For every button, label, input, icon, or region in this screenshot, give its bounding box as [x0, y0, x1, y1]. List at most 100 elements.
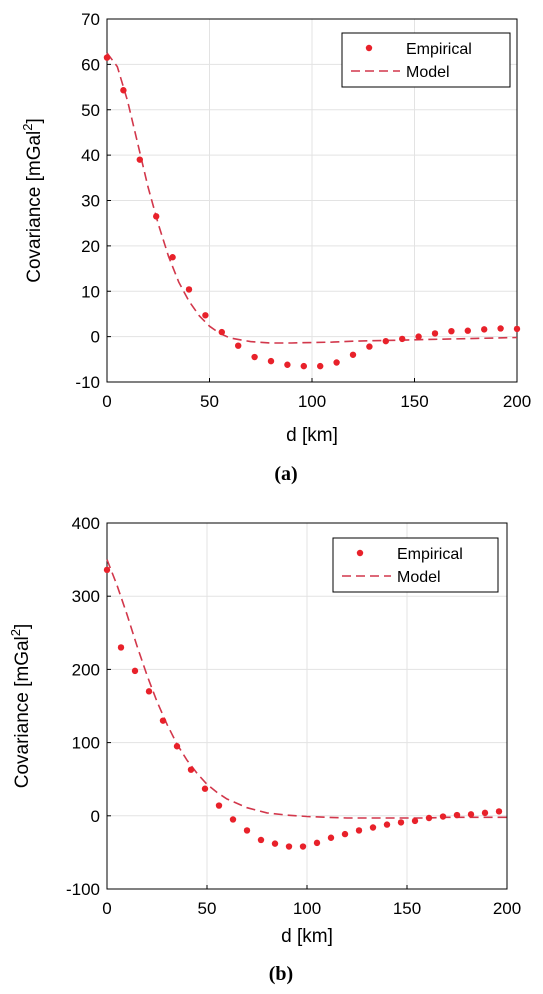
y-tick-label: 60 [81, 55, 100, 74]
empirical-point [299, 843, 307, 850]
empirical-point [215, 802, 223, 809]
empirical-point [425, 814, 433, 822]
empirical-point [145, 688, 153, 695]
empirical-point [439, 813, 447, 820]
empirical-point [481, 326, 488, 333]
empirical-point [267, 357, 275, 365]
empirical-point [333, 359, 340, 366]
empirical-point [467, 811, 475, 818]
empirical-point [383, 821, 391, 828]
empirical-point [513, 325, 521, 333]
y-tick-label: 70 [81, 10, 100, 29]
x-tick-label: 150 [400, 392, 428, 411]
model-curve [106, 559, 507, 819]
x-tick-label: 0 [102, 392, 111, 411]
y-axis-label: Covariance [mGal2] [20, 118, 45, 283]
empirical-point [382, 337, 389, 345]
empirical-point [411, 817, 419, 825]
y-axis-label: Covariance [mGal2] [8, 624, 33, 789]
empirical-point [185, 286, 193, 293]
y-tick-label: 300 [72, 587, 100, 606]
empirical-point [120, 87, 127, 94]
model-curve [106, 52, 518, 344]
x-tick-label: 50 [198, 899, 217, 918]
empirical-point [415, 333, 422, 340]
empirical-point [448, 327, 455, 335]
y-tick-label: 30 [81, 192, 100, 211]
empirical-point [169, 254, 176, 261]
y-tick-label: 400 [72, 514, 100, 533]
empirical-point [257, 836, 265, 844]
x-axis-label: d [km] [281, 926, 333, 947]
empirical-point [131, 667, 139, 675]
empirical-point [464, 327, 471, 334]
empirical-point [229, 816, 237, 823]
legend-model-label: Model [406, 64, 450, 81]
empirical-point [285, 843, 293, 850]
y-axis-label-superscript: 2 [20, 123, 35, 130]
y-tick-label: 0 [91, 328, 100, 347]
empirical-point [397, 819, 405, 826]
x-tick-label: 150 [393, 899, 421, 918]
x-tick-label: 0 [102, 899, 111, 918]
empirical-point [251, 353, 258, 361]
empirical-point [366, 343, 373, 350]
x-tick-label: 100 [298, 392, 326, 411]
legend-empirical-label: Empirical [397, 546, 463, 563]
legend-model-label: Model [397, 569, 441, 586]
y-tick-label: 50 [81, 101, 100, 120]
y-tick-label: 200 [72, 660, 100, 679]
x-axis-label: d [km] [286, 425, 338, 446]
empirical-point [349, 351, 357, 358]
x-tick-label: 50 [200, 392, 219, 411]
y-tick-label: 40 [81, 146, 100, 165]
empirical-point [497, 325, 504, 332]
empirical-point [202, 312, 209, 319]
empirical-point [173, 743, 181, 750]
panel-caption: (a) [274, 463, 297, 485]
y-tick-label: 0 [91, 807, 100, 826]
empirical-point [313, 839, 321, 847]
empirical-point [201, 785, 209, 792]
empirical-point [399, 335, 406, 343]
legend-box [332, 537, 499, 593]
x-tick-label: 200 [493, 899, 521, 918]
legend-empirical-label: Empirical [406, 41, 472, 58]
empirical-point [243, 827, 251, 834]
empirical-point [481, 809, 489, 817]
empirical-point [271, 840, 279, 847]
empirical-point [159, 717, 167, 724]
legend-empirical-marker [356, 549, 364, 557]
legend-empirical-marker [365, 44, 373, 52]
y-tick-label: 10 [81, 282, 100, 301]
empirical-point [317, 362, 324, 370]
panel-caption: (b) [269, 963, 293, 985]
y-tick-label: -10 [75, 373, 100, 392]
x-tick-label: 100 [293, 899, 321, 918]
empirical-point [341, 830, 349, 838]
empirical-point [117, 644, 125, 651]
empirical-point [187, 766, 195, 773]
empirical-point [136, 156, 143, 163]
empirical-point [235, 342, 242, 349]
empirical-point [153, 213, 160, 220]
empirical-point [495, 808, 503, 815]
empirical-point [218, 328, 225, 336]
x-tick-label: 200 [503, 392, 531, 411]
empirical-point [431, 330, 439, 337]
y-axis-label-main: Covariance [mGal [24, 131, 45, 283]
y-axis-label-end: ] [12, 624, 33, 629]
empirical-point [327, 834, 335, 841]
empirical-point [369, 824, 377, 831]
empirical-point [355, 827, 363, 834]
y-axis-label-end: ] [24, 118, 45, 123]
empirical-point [284, 361, 291, 368]
legend-box [341, 32, 511, 88]
y-tick-label: -100 [66, 880, 100, 899]
empirical-point [103, 54, 111, 61]
y-tick-label: 100 [72, 734, 100, 753]
y-axis-label-main: Covariance [mGal [12, 636, 33, 788]
